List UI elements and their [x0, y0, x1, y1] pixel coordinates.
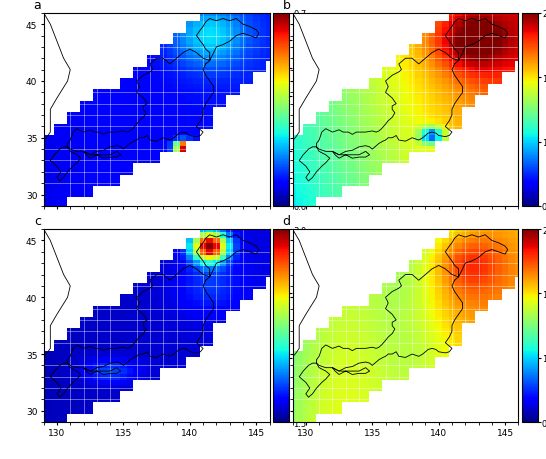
Text: b: b	[282, 0, 290, 12]
Text: a: a	[34, 0, 41, 12]
Text: d: d	[282, 215, 290, 228]
Text: c: c	[34, 215, 41, 228]
